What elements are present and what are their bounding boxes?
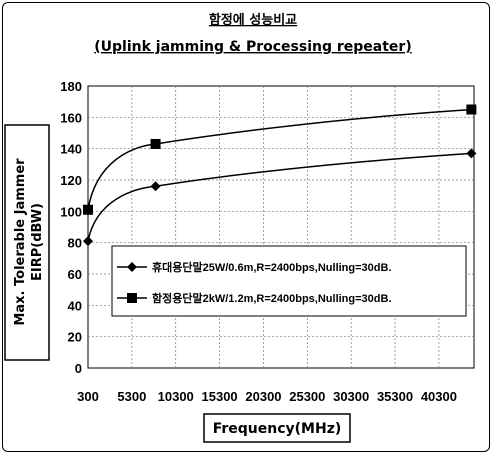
y-tick-label: 120: [60, 173, 82, 188]
y-axis-title-box: [4, 124, 50, 361]
x-tick-label: 15300: [202, 389, 238, 404]
plot-area: [87, 85, 475, 369]
y-axis-ticks: 0 20 40 60 80 100 120 140 160 180: [60, 79, 82, 376]
y-tick-label: 140: [60, 142, 82, 157]
y-tick-label: 100: [60, 204, 82, 219]
data-point-diamond: [150, 181, 161, 192]
legend: 휴대용단말25W/0.6m,R=2400bps,Nulling=30dB. 함정…: [111, 245, 467, 317]
legend-box: [111, 245, 467, 317]
x-tick-label: 5300: [117, 389, 146, 404]
y-tick-label: 60: [68, 267, 82, 282]
series-layer: [83, 104, 477, 247]
y-tick-label: 20: [68, 330, 82, 345]
legend-diamond-icon: [127, 262, 137, 272]
legend-label-1: 휴대용단말25W/0.6m,R=2400bps,Nulling=30dB.: [152, 260, 392, 274]
legend-item-1: 휴대용단말25W/0.6m,R=2400bps,Nulling=30dB.: [117, 260, 392, 274]
x-tick-label: 40300: [421, 389, 457, 404]
data-point-diamond: [83, 236, 93, 247]
y-axis-title-line2: EIRP(dBW): [30, 203, 45, 281]
legend-item-2: 함정용단말2kW/1.2m,R=2400bps,Nulling=30dB.: [117, 291, 392, 305]
legend-label-2: 함정용단말2kW/1.2m,R=2400bps,Nulling=30dB.: [152, 291, 392, 305]
y-tick-label: 0: [75, 361, 82, 376]
x-tick-label: 35300: [377, 389, 413, 404]
x-tick-label: 30300: [333, 389, 369, 404]
data-point-square: [150, 138, 161, 149]
chart-frame: [2, 2, 490, 452]
chart-title: 함정에 성능비교: [209, 12, 297, 28]
data-point-square: [466, 104, 477, 115]
plot-border: [87, 85, 475, 369]
y-tick-label: 180: [60, 79, 82, 94]
x-tick-label: 20300: [245, 389, 281, 404]
y-tick-label: 80: [68, 236, 82, 251]
x-axis-ticks: 300 5300 10300 15300 20300 25300 30300 35300 403…: [77, 389, 457, 404]
chart-subtitle: (Uplink jamming & Processing repeater): [94, 39, 411, 55]
series-line-1: [87, 152, 472, 242]
data-point-diamond: [466, 148, 477, 159]
x-tick-label: 10300: [158, 389, 194, 404]
series-line-2: [87, 108, 472, 210]
legend-square-icon: [127, 293, 137, 303]
data-point-square: [83, 204, 93, 215]
y-tick-label: 160: [60, 110, 82, 125]
x-tick-label: 25300: [289, 389, 325, 404]
y-axis-title-line1: Max. Tolerable Jammer: [13, 158, 28, 326]
y-tick-label: 40: [68, 298, 82, 313]
x-axis-title: Frequency(MHz): [213, 421, 342, 437]
x-axis-title-box: [203, 413, 351, 443]
x-tick-label: 300: [77, 389, 99, 404]
